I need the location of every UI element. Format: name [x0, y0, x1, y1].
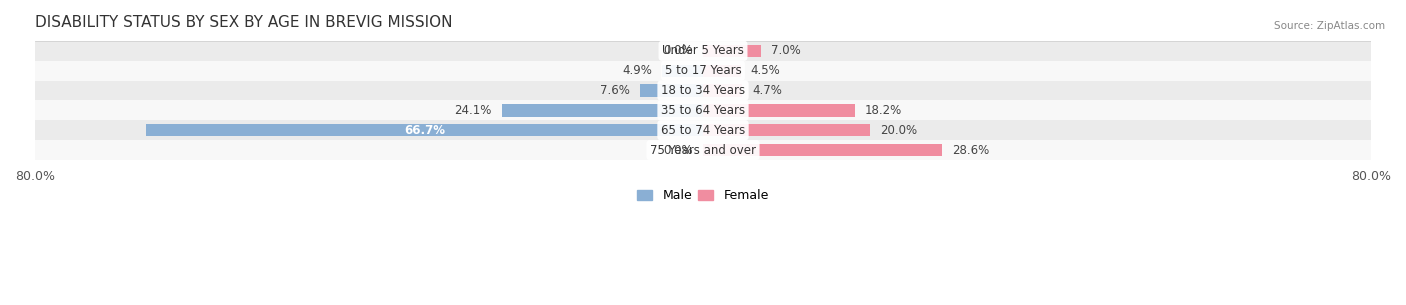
Text: Under 5 Years: Under 5 Years: [662, 44, 744, 57]
Bar: [703, 144, 942, 156]
Text: 24.1%: 24.1%: [454, 104, 492, 117]
Bar: [662, 65, 703, 77]
Bar: [703, 84, 742, 97]
Text: 18.2%: 18.2%: [865, 104, 903, 117]
Bar: [502, 104, 703, 117]
Text: 7.0%: 7.0%: [772, 44, 801, 57]
Text: 20.0%: 20.0%: [880, 124, 917, 137]
Bar: [35, 120, 1371, 140]
Bar: [703, 65, 741, 77]
Bar: [35, 81, 1371, 100]
Text: 5 to 17 Years: 5 to 17 Years: [665, 64, 741, 77]
Text: 0.0%: 0.0%: [664, 44, 693, 57]
Text: DISABILITY STATUS BY SEX BY AGE IN BREVIG MISSION: DISABILITY STATUS BY SEX BY AGE IN BREVI…: [35, 15, 453, 30]
Text: 35 to 64 Years: 35 to 64 Years: [661, 104, 745, 117]
Bar: [146, 124, 703, 136]
Bar: [35, 100, 1371, 120]
Text: 66.7%: 66.7%: [404, 124, 446, 137]
Text: 75 Years and over: 75 Years and over: [650, 144, 756, 157]
Text: 4.7%: 4.7%: [752, 84, 782, 97]
Bar: [703, 124, 870, 136]
Text: 4.5%: 4.5%: [751, 64, 780, 77]
Bar: [35, 61, 1371, 81]
Text: 4.9%: 4.9%: [623, 64, 652, 77]
Bar: [703, 45, 762, 57]
Text: 28.6%: 28.6%: [952, 144, 988, 157]
Legend: Male, Female: Male, Female: [633, 185, 773, 207]
Bar: [703, 104, 855, 117]
Text: 7.6%: 7.6%: [599, 84, 630, 97]
Text: Source: ZipAtlas.com: Source: ZipAtlas.com: [1274, 21, 1385, 31]
Text: 65 to 74 Years: 65 to 74 Years: [661, 124, 745, 137]
Bar: [640, 84, 703, 97]
Text: 18 to 34 Years: 18 to 34 Years: [661, 84, 745, 97]
Bar: [35, 41, 1371, 61]
Bar: [35, 140, 1371, 160]
Text: 0.0%: 0.0%: [664, 144, 693, 157]
